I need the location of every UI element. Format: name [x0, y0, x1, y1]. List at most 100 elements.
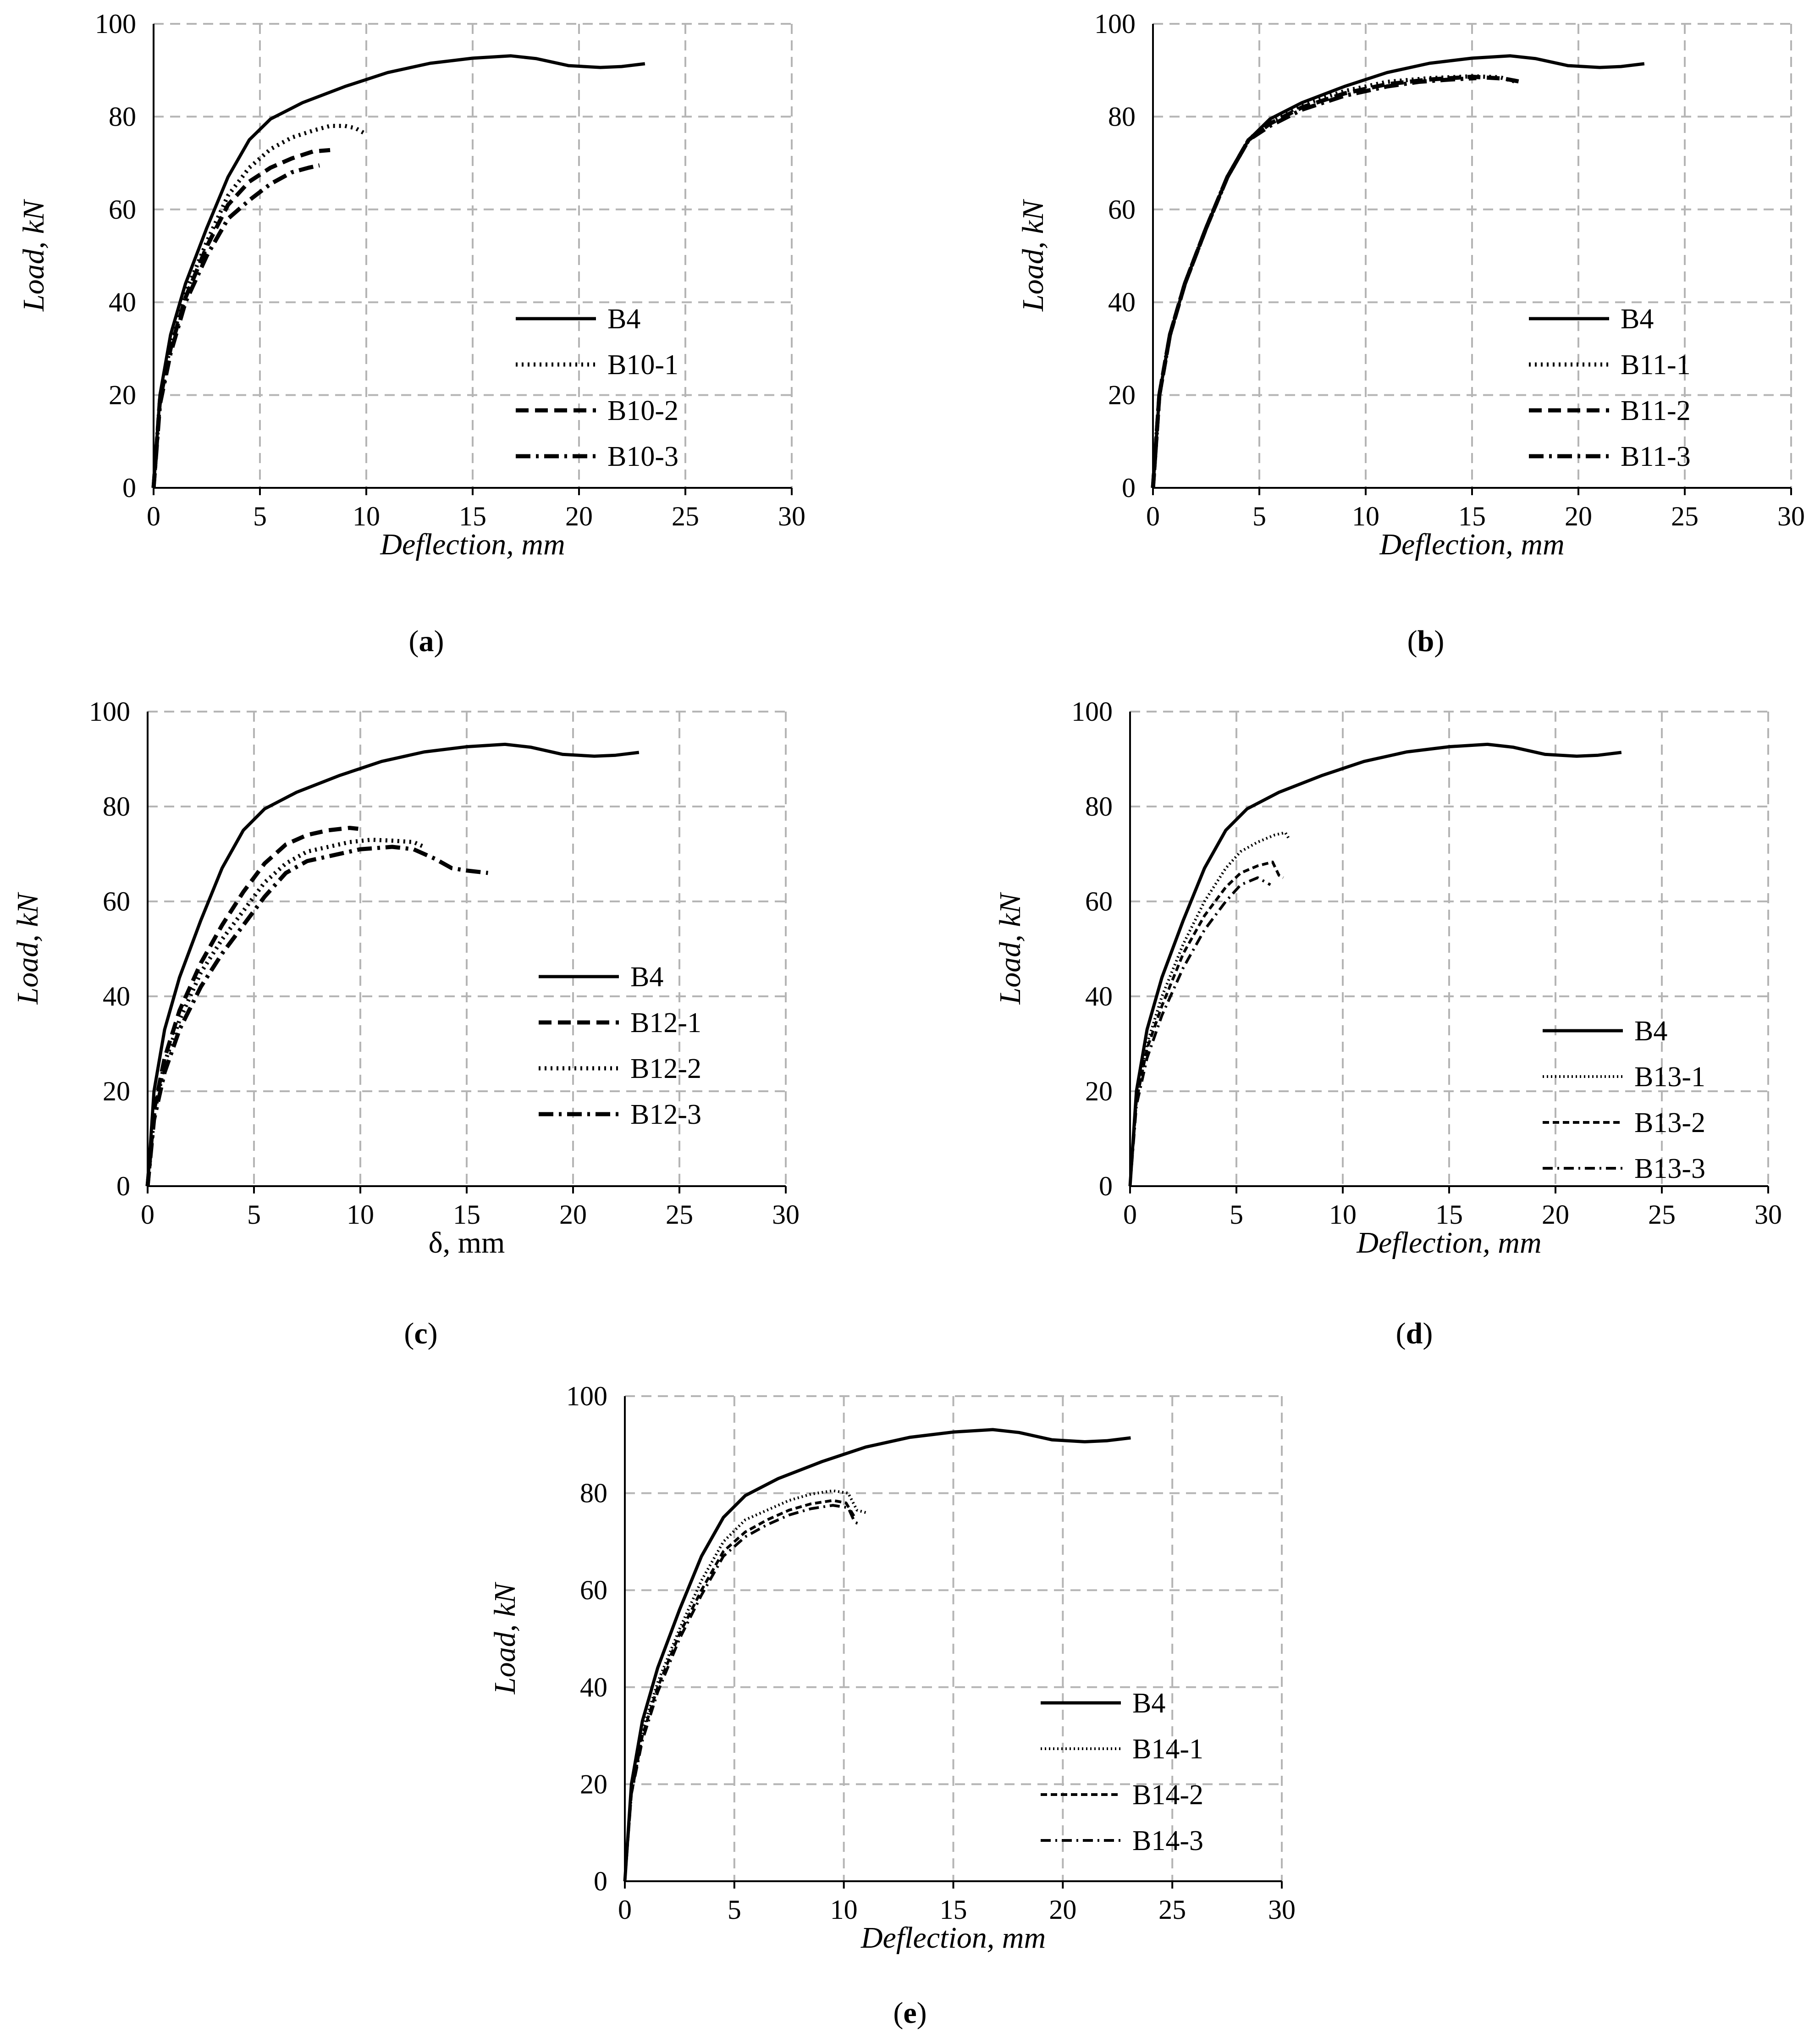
legend-label: B11-3 — [1621, 441, 1691, 472]
series-line-b4 — [1151, 54, 1645, 488]
caption-close-paren: ) — [434, 624, 444, 658]
x-tick-label: 15 — [453, 1199, 480, 1230]
panel-caption: (d) — [1396, 1317, 1433, 1350]
caption-letter: b — [1417, 624, 1434, 658]
series-line-b14-2 — [623, 1499, 856, 1882]
legend-label: B12-2 — [630, 1053, 701, 1084]
y-tick-label: 60 — [1085, 886, 1113, 917]
legend-label: B4 — [1621, 304, 1654, 335]
caption-letter: e — [903, 1996, 916, 2030]
y-tick-label: 60 — [109, 194, 136, 225]
caption-open-paren: ( — [404, 1317, 414, 1350]
legend-label: B10-3 — [607, 441, 678, 472]
x-tick-label: 5 — [253, 501, 267, 531]
legend-label: B13-2 — [1634, 1107, 1705, 1138]
caption-open-paren: ( — [1407, 624, 1417, 658]
x-tick-label: 5 — [247, 1199, 261, 1230]
caption-close-paren: ) — [428, 1317, 438, 1350]
y-tick-label: 80 — [103, 791, 130, 822]
x-tick-label: 15 — [1435, 1199, 1463, 1230]
x-tick-label: 15 — [1458, 501, 1486, 531]
y-axis-title: Load, kN — [1016, 199, 1050, 312]
series-line-b14-1 — [623, 1489, 866, 1882]
y-tick-label: 60 — [1108, 194, 1136, 225]
y-axis-title: Load, kN — [488, 1581, 522, 1695]
x-tick-label: 0 — [141, 1199, 154, 1230]
panel-caption: (e) — [893, 1996, 927, 2030]
x-tick-label: 30 — [778, 501, 805, 531]
x-tick-label: 0 — [147, 501, 160, 531]
x-tick-label: 30 — [772, 1199, 800, 1230]
y-tick-label: 100 — [1071, 696, 1113, 727]
y-tick-label: 20 — [109, 380, 136, 410]
series-line-b13-2 — [1129, 861, 1284, 1187]
y-tick-label: 20 — [1085, 1076, 1113, 1106]
x-tick-label: 20 — [1049, 1895, 1076, 1925]
x-tick-label: 0 — [1123, 1199, 1137, 1230]
x-axis-title: Deflection, mm — [1356, 1226, 1541, 1260]
x-tick-label: 5 — [1230, 1199, 1243, 1230]
x-axis-title: Deflection, mm — [1379, 528, 1564, 561]
legend-label: B13-3 — [1634, 1153, 1705, 1184]
x-tick-label: 5 — [728, 1895, 741, 1925]
x-tick-label: 20 — [1542, 1199, 1569, 1230]
legend-label: B11-2 — [1621, 395, 1691, 426]
caption-open-paren: ( — [893, 1996, 903, 2030]
x-tick-label: 20 — [565, 501, 593, 531]
y-tick-label: 40 — [103, 981, 130, 1011]
series-line-b12-1 — [145, 826, 358, 1187]
y-tick-label: 80 — [1108, 101, 1136, 132]
x-tick-label: 25 — [1671, 501, 1699, 531]
series-line-b11-3 — [1151, 76, 1477, 488]
legend-label: B10-1 — [607, 349, 678, 381]
x-axis-title: Deflection, mm — [380, 528, 565, 561]
legend-label: B14-3 — [1132, 1825, 1203, 1856]
y-tick-label: 0 — [1122, 473, 1136, 503]
legend: B4 B12-1 B12-2 B12-3 — [539, 961, 701, 1130]
x-tick-label: 10 — [1352, 501, 1379, 531]
y-tick-label: 60 — [580, 1575, 607, 1605]
legend-label: B12-1 — [630, 1007, 701, 1039]
legend-label: B11-1 — [1621, 349, 1691, 381]
panel-caption: (a) — [409, 624, 444, 658]
caption-close-paren: ) — [1434, 624, 1444, 658]
y-tick-label: 40 — [1085, 981, 1113, 1011]
legend: B4 B11-1 B11-2 B11-3 — [1529, 304, 1691, 472]
y-tick-label: 0 — [116, 1171, 130, 1201]
y-tick-label: 20 — [103, 1076, 130, 1106]
legend-label: B4 — [630, 961, 663, 993]
panel-caption: (b) — [1407, 624, 1445, 658]
y-tick-label: 20 — [580, 1769, 607, 1799]
series-line-b4 — [146, 742, 640, 1187]
legend-label: B10-2 — [607, 395, 678, 426]
chart-panel-b: 0 5 10 15 20 25 30 0 20 40 60 80 100 Deflection, mm Lo… — [1016, 9, 1805, 658]
chart-panel-e: 0 5 10 15 20 25 30 0 20 40 60 80 100 Deflection, mm Lo… — [488, 1381, 1296, 2030]
x-tick-label: 10 — [347, 1199, 374, 1230]
x-tick-label: 20 — [559, 1199, 587, 1230]
y-tick-label: 40 — [580, 1672, 607, 1702]
caption-close-paren: ) — [917, 1996, 927, 2030]
x-tick-label: 5 — [1252, 501, 1266, 531]
series-line-b4 — [152, 54, 645, 488]
legend-label: B4 — [1634, 1016, 1667, 1047]
series-line-b11-2 — [1151, 74, 1522, 488]
y-tick-label: 80 — [580, 1478, 607, 1508]
series-line-b11-1 — [1151, 74, 1516, 488]
series-line-b4 — [1128, 742, 1622, 1187]
y-tick-label: 80 — [1085, 791, 1113, 822]
series-line-b10-3 — [151, 163, 320, 488]
x-axis-title: δ, mm — [429, 1226, 505, 1260]
x-tick-label: 0 — [1146, 501, 1160, 531]
legend: B4 B13-1 B13-2 B13-3 — [1543, 1016, 1705, 1184]
y-tick-label: 100 — [1094, 9, 1136, 39]
y-tick-label: 0 — [594, 1866, 607, 1896]
x-tick-label: 15 — [940, 1895, 967, 1925]
legend-label: B12-3 — [630, 1099, 701, 1130]
legend: B4 B14-1 B14-2 B14-3 — [1041, 1688, 1203, 1856]
x-tick-label: 25 — [666, 1199, 693, 1230]
y-tick-label: 40 — [109, 287, 136, 317]
x-tick-label: 25 — [1158, 1895, 1186, 1925]
legend-label: B4 — [1132, 1688, 1165, 1719]
